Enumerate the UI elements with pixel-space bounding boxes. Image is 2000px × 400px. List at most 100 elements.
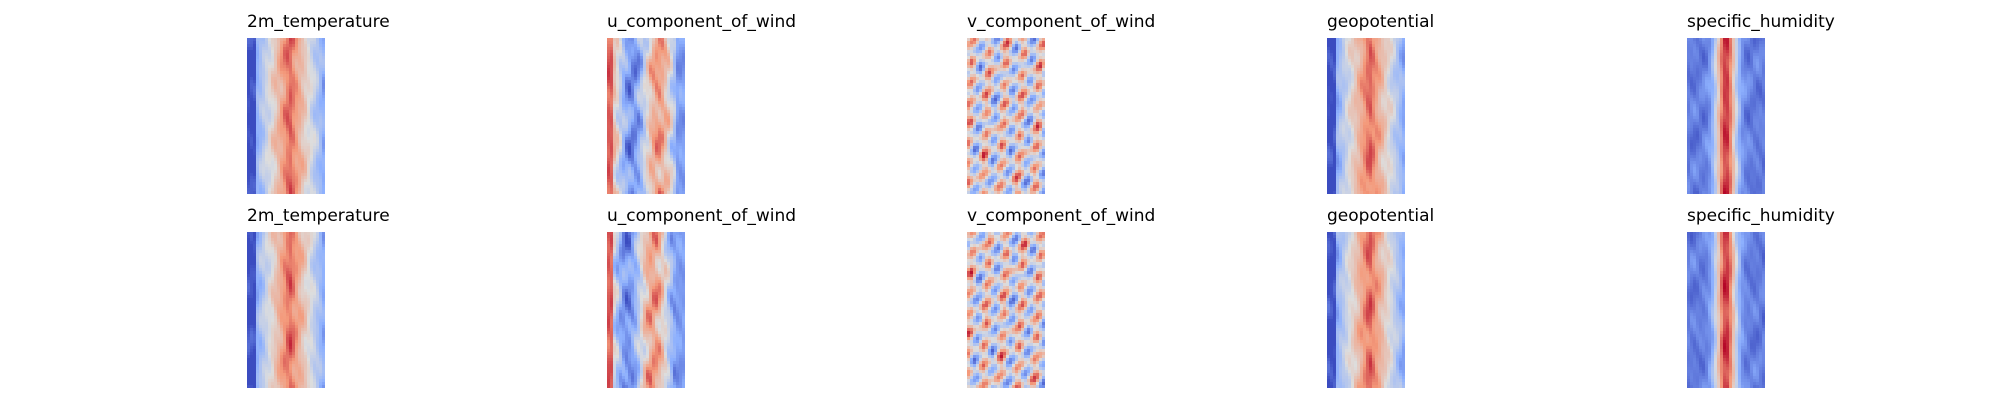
heatmap-cell [997, 59, 1001, 63]
heatmap-cell [262, 137, 266, 141]
heatmap-cell [1402, 38, 1405, 42]
heatmap-cell [637, 125, 641, 129]
heatmap-cell [1366, 113, 1370, 117]
heatmap-cell [1387, 68, 1391, 72]
heatmap-cell [1378, 98, 1382, 102]
heatmap-cell [997, 146, 1001, 150]
heatmap-cell [1369, 104, 1373, 108]
heatmap-cell [652, 134, 656, 138]
heatmap-cell [1039, 77, 1043, 81]
heatmap-cell [1357, 104, 1361, 108]
heatmap-cell [268, 44, 272, 48]
heatmap-cell [640, 140, 644, 144]
heatmap-cell [1351, 86, 1355, 90]
heatmap-cell [1378, 137, 1382, 141]
heatmap-cell [1000, 170, 1004, 174]
heatmap-cell [310, 83, 314, 87]
heatmap-cell [298, 149, 302, 153]
heatmap-cell [289, 179, 293, 183]
heatmap-cell [1372, 86, 1376, 90]
heatmap-cell [634, 173, 638, 177]
heatmap-cell [1354, 95, 1358, 99]
heatmap-cell [247, 152, 251, 156]
heatmap-cell [676, 170, 680, 174]
heatmap-cell [1399, 104, 1403, 108]
heatmap-cell [982, 170, 986, 174]
heatmap-cell [1327, 122, 1331, 126]
heatmap-cell [1396, 80, 1400, 84]
heatmap-cell [1030, 53, 1034, 57]
heatmap-cell [286, 59, 290, 63]
heatmap-cell [1351, 134, 1355, 138]
heatmap-cell [259, 92, 263, 96]
heatmap-cell [1375, 71, 1379, 75]
heatmap-cell [1366, 116, 1370, 120]
heatmap-cell [250, 179, 254, 183]
heatmap-cell [247, 62, 251, 66]
heatmap-cell [265, 167, 269, 171]
heatmap-cell [295, 38, 299, 42]
heatmap-cell [313, 158, 317, 162]
heatmap-cell [670, 89, 674, 93]
heatmap-cell [1018, 83, 1022, 87]
heatmap-cell [277, 173, 281, 177]
heatmap-cell [277, 182, 281, 186]
heatmap-cell [1012, 89, 1016, 93]
heatmap-cell [607, 164, 611, 168]
heatmap-cell [1000, 38, 1004, 42]
heatmap-cell [640, 83, 644, 87]
heatmap-cell [1009, 74, 1013, 78]
heatmap-cell [271, 50, 275, 54]
heatmap-cell [967, 59, 971, 63]
heatmap-cell [271, 158, 275, 162]
heatmap-cell [1012, 95, 1016, 99]
heatmap-cell [274, 101, 278, 105]
heatmap-cell [268, 158, 272, 162]
heatmap-cell [1327, 65, 1331, 69]
heatmap-cell [613, 146, 617, 150]
heatmap-cell [619, 41, 623, 45]
heatmap-cell [292, 68, 296, 72]
heatmap-cell [664, 101, 668, 105]
heatmap-cell [319, 137, 323, 141]
heatmap-cell [643, 173, 647, 177]
heatmap-cell [316, 74, 320, 78]
heatmap-cell [1381, 137, 1385, 141]
heatmap-cell [628, 191, 632, 194]
heatmap-cell [1393, 47, 1397, 51]
heatmap-cell [283, 173, 287, 177]
heatmap-cell [1348, 110, 1352, 114]
heatmap-cell [310, 62, 314, 66]
heatmap-cell [283, 128, 287, 132]
heatmap-cell [307, 89, 311, 93]
heatmap-cell [988, 131, 992, 135]
heatmap-cell [991, 98, 995, 102]
heatmap-cell [298, 77, 302, 81]
heatmap-cell [613, 164, 617, 168]
heatmap-cell [988, 95, 992, 99]
heatmap-cell [634, 41, 638, 45]
heatmap-cell [607, 170, 611, 174]
heatmap-cell [310, 59, 314, 63]
heatmap-cell [658, 155, 662, 159]
heatmap-cell [1381, 71, 1385, 75]
heatmap-cell [970, 80, 974, 84]
heatmap-cell [1378, 119, 1382, 123]
heatmap-cell [622, 125, 626, 129]
heatmap-cell [295, 53, 299, 57]
heatmap-cell [667, 53, 671, 57]
heatmap-cell [1024, 119, 1028, 123]
heatmap-cell [1357, 65, 1361, 69]
heatmap-cell [277, 155, 281, 159]
heatmap-cell [994, 74, 998, 78]
heatmap-cell [667, 131, 671, 135]
heatmap-cell [1363, 128, 1367, 132]
heatmap-cell [652, 101, 656, 105]
heatmap-cell [607, 80, 611, 84]
heatmap-cell [646, 104, 650, 108]
heatmap-cell [664, 134, 668, 138]
heatmap-cell [1000, 104, 1004, 108]
heatmap-cell [1345, 140, 1349, 144]
heatmap-cell [268, 41, 272, 45]
heatmap-cell [1009, 44, 1013, 48]
